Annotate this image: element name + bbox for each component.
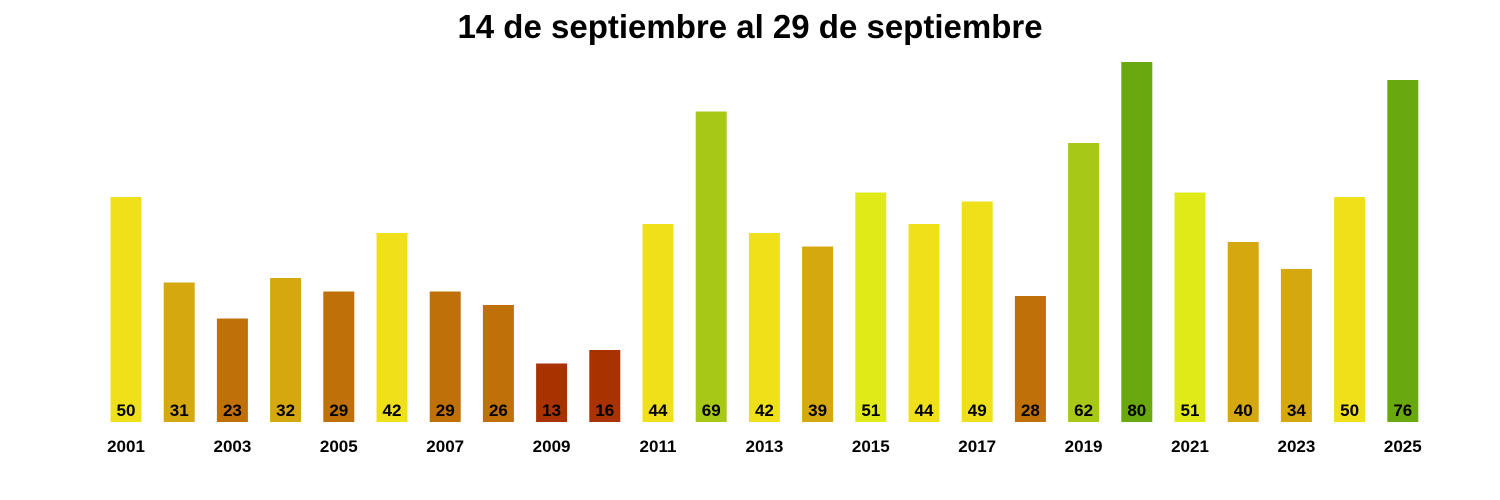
data-label-2017: 49 xyxy=(968,401,987,420)
bar-2005 xyxy=(323,291,355,422)
bar-2021 xyxy=(1174,192,1206,422)
data-label-2019: 62 xyxy=(1074,401,1093,420)
x-tick-label-2003: 2003 xyxy=(213,437,251,456)
x-tick-label-2017: 2017 xyxy=(958,437,996,456)
bar-2020 xyxy=(1121,62,1153,422)
data-label-2012: 69 xyxy=(702,401,721,420)
bar-2022 xyxy=(1227,242,1259,422)
x-tick-label-2011: 2011 xyxy=(640,437,677,456)
bar-2011 xyxy=(642,224,674,422)
bar-2002 xyxy=(163,282,195,422)
x-tick-label-2019: 2019 xyxy=(1065,437,1103,456)
bar-2019 xyxy=(1068,143,1100,422)
bar-2017 xyxy=(961,201,993,422)
bar-2014 xyxy=(802,246,834,422)
data-label-2002: 31 xyxy=(170,401,189,420)
bar-2024 xyxy=(1334,197,1366,422)
data-label-2016: 44 xyxy=(915,401,934,420)
data-label-2010: 16 xyxy=(595,401,614,420)
data-label-2021: 51 xyxy=(1181,401,1200,420)
data-label-2020: 80 xyxy=(1127,401,1146,420)
x-tick-label-2007: 2007 xyxy=(426,437,464,456)
bar-2012 xyxy=(695,111,727,422)
bar-2004 xyxy=(270,278,302,422)
data-label-2008: 26 xyxy=(489,401,508,420)
data-label-2015: 51 xyxy=(861,401,880,420)
bar-2023 xyxy=(1280,269,1312,422)
data-label-2003: 23 xyxy=(223,401,242,420)
bar-2025 xyxy=(1387,80,1419,422)
data-label-2007: 29 xyxy=(436,401,455,420)
data-label-2005: 29 xyxy=(329,401,348,420)
bar-2006 xyxy=(376,233,408,422)
data-label-2014: 39 xyxy=(808,401,827,420)
data-label-2011: 44 xyxy=(649,401,668,420)
data-label-2022: 40 xyxy=(1234,401,1253,420)
x-tick-label-2013: 2013 xyxy=(745,437,783,456)
bar-2013 xyxy=(748,233,780,422)
data-label-2001: 50 xyxy=(117,401,136,420)
x-tick-label-2009: 2009 xyxy=(533,437,571,456)
x-tick-label-2025: 2025 xyxy=(1384,437,1422,456)
x-tick-label-2001: 2001 xyxy=(107,437,145,456)
bar-2008 xyxy=(482,305,514,422)
bar-2009 xyxy=(536,363,568,422)
x-tick-label-2015: 2015 xyxy=(852,437,890,456)
x-tick-label-2023: 2023 xyxy=(1277,437,1315,456)
bar-2015 xyxy=(855,192,887,422)
bar-2018 xyxy=(1014,296,1046,422)
bar-2016 xyxy=(908,224,940,422)
bar-2010 xyxy=(589,350,621,422)
bar-2007 xyxy=(429,291,461,422)
data-label-2024: 50 xyxy=(1340,401,1359,420)
data-label-2023: 34 xyxy=(1287,401,1306,420)
data-label-2009: 13 xyxy=(542,401,561,420)
x-tick-label-2021: 2021 xyxy=(1171,437,1209,456)
data-label-2006: 42 xyxy=(383,401,402,420)
bar-2001 xyxy=(110,197,142,422)
chart-title: 14 de septiembre al 29 de septiembre xyxy=(457,8,1043,45)
data-label-2013: 42 xyxy=(755,401,774,420)
data-label-2018: 28 xyxy=(1021,401,1040,420)
x-tick-label-2005: 2005 xyxy=(320,437,358,456)
bar-2003 xyxy=(216,318,248,422)
data-label-2025: 76 xyxy=(1393,401,1412,420)
data-label-2004: 32 xyxy=(276,401,295,420)
